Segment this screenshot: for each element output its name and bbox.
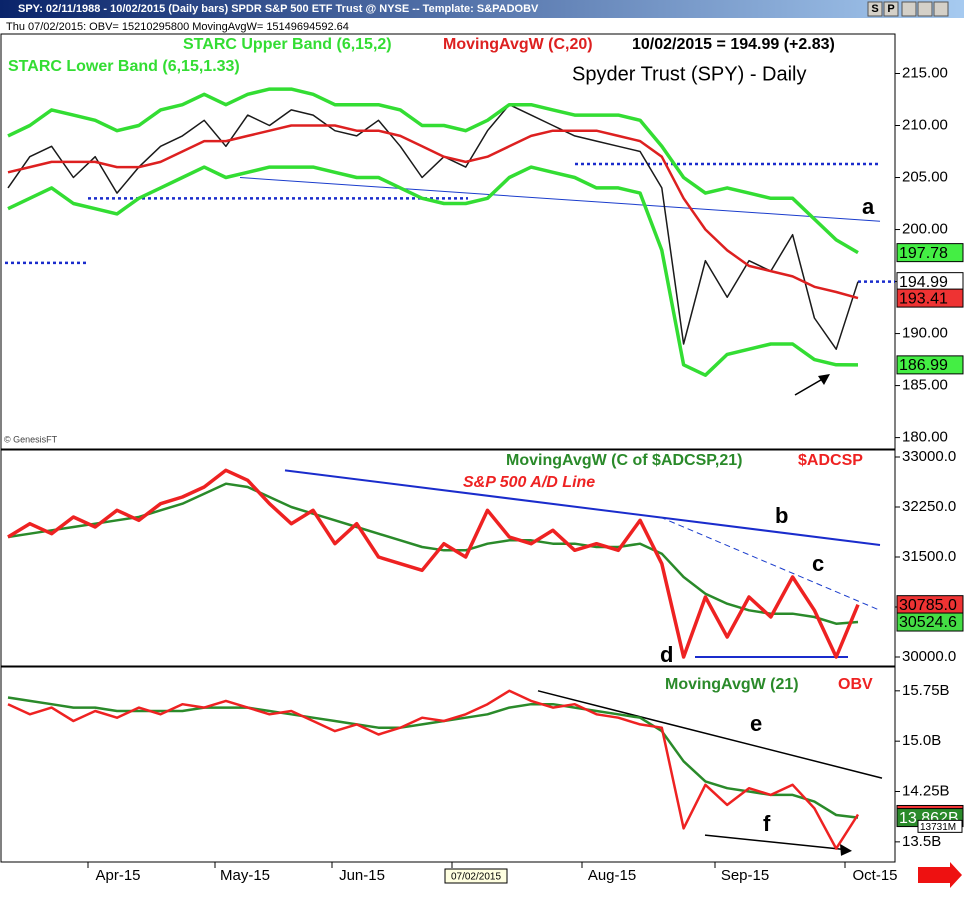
annotation: e [750,711,762,736]
x-tick-label: Aug-15 [588,867,636,884]
annotation: b [775,503,788,528]
x-tick-label: Oct-15 [852,867,897,884]
date-box [444,868,508,884]
legend-entry: $ADCSP [798,452,863,469]
annotation: d [660,642,673,667]
series-line [7,482,859,625]
legend-entry: MovingAvgW (C of $ADCSP,21) [506,452,742,469]
series-line [7,696,859,819]
arrow-head [840,843,852,856]
series-line [7,124,859,300]
value-box-label: 30785.0 [899,597,957,614]
y-tick-label: 32250.0 [902,498,956,515]
trend-line [537,690,883,779]
x-tick-label: Jun-15 [339,867,385,884]
annotation: c [812,551,824,576]
legend-entry: MovingAvgW (21) [665,676,799,693]
y-tick-label: 205.00 [902,168,948,185]
value-box [896,243,964,263]
series-line [7,689,860,850]
scroll-arrow[interactable] [918,862,962,888]
value-box-label: 13731M [920,822,956,833]
panel-title: S&P 500 A/D Line [463,474,595,491]
value-box [917,819,963,833]
obv-panel [0,666,896,863]
value-box-label: 197.78 [899,245,948,262]
legend-entry: STARC Upper Band (6,15,2) [183,36,392,53]
legend-entry: OBV [838,676,873,693]
y-tick-label: 180.00 [902,429,948,446]
y-tick-label: 14.25B [902,782,950,799]
y-tick-label: 15.75B [902,682,950,699]
y-tick-label: 190.00 [902,325,948,342]
button[interactable] [883,1,899,17]
minimize-button[interactable] [901,1,917,17]
annotation: f [763,811,771,836]
x-tick-label: May-15 [220,867,270,884]
info-line: Thu 07/02/2015: OBV= 15210295800 MovingA… [6,21,349,33]
x-tick-label: Sep-15 [721,867,769,884]
button[interactable] [867,1,883,17]
series-line [7,468,860,659]
price-panel [0,33,896,450]
annotation: a [862,194,875,219]
button-label: S [871,3,878,15]
value-box [896,288,964,308]
header-text: 10/02/2015 = 194.99 (+2.83) [632,36,835,53]
arrow-head [818,374,830,385]
close-button[interactable] [933,1,949,17]
y-tick-label: 15.0B [902,732,941,749]
y-tick-label: 30000.0 [902,648,956,665]
button-label: P [887,3,894,15]
value-box [896,355,964,375]
value-box-label: 186.99 [899,357,948,374]
maximize-button[interactable] [917,1,933,17]
trend-line [284,469,881,546]
window-title: SPY: 02/11/1988 - 10/02/2015 (Daily bars… [18,3,539,15]
trend-line [704,834,849,851]
title-bar [0,0,964,18]
series-line [7,87,859,255]
y-tick-label: 33000.0 [902,448,956,465]
legend-entry: STARC Lower Band (6,15,1.33) [8,58,240,75]
y-tick-label: 185.00 [902,377,948,394]
series-line [7,165,859,377]
panel-borders [0,33,896,863]
copyright: © GenesisFT [4,434,58,444]
y-tick-label: 13.5B [902,833,941,850]
y-tick-label: 215.00 [902,64,948,81]
chart-title: Spyder Trust (SPY) - Daily [572,63,807,85]
value-box-label: 193.41 [899,290,948,307]
date-box-label: 07/02/2015 [451,872,501,883]
series-line [7,103,859,350]
value-box [896,612,964,632]
y-tick-label: 210.00 [902,116,948,133]
ad-panel [0,449,896,667]
legend-entry: MovingAvgW (C,20) [443,36,593,53]
trend-line [239,177,881,222]
x-tick-label: Apr-15 [95,867,140,884]
value-box-label: 30524.6 [899,614,957,631]
y-tick-label: 31500.0 [902,548,956,565]
y-tick-label: 200.00 [902,221,948,238]
value-box-label: 194.99 [899,274,948,291]
